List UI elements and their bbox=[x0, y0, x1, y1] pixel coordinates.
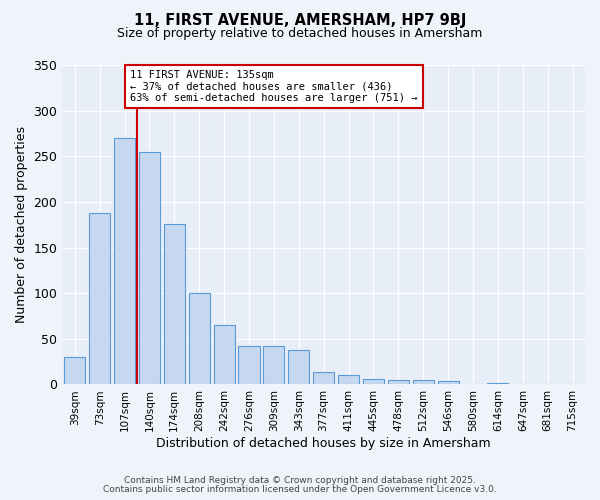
Bar bbox=[388, 380, 409, 384]
Text: Size of property relative to detached houses in Amersham: Size of property relative to detached ho… bbox=[118, 28, 482, 40]
Bar bbox=[413, 380, 434, 384]
Bar bbox=[437, 381, 458, 384]
Bar bbox=[288, 350, 310, 384]
Bar bbox=[164, 224, 185, 384]
Bar bbox=[214, 325, 235, 384]
Bar bbox=[139, 152, 160, 384]
Y-axis label: Number of detached properties: Number of detached properties bbox=[15, 126, 28, 323]
Bar bbox=[64, 357, 85, 384]
Bar bbox=[238, 346, 260, 385]
Text: 11, FIRST AVENUE, AMERSHAM, HP7 9BJ: 11, FIRST AVENUE, AMERSHAM, HP7 9BJ bbox=[134, 12, 466, 28]
Text: Contains public sector information licensed under the Open Government Licence v3: Contains public sector information licen… bbox=[103, 485, 497, 494]
Bar bbox=[263, 346, 284, 385]
Text: 11 FIRST AVENUE: 135sqm
← 37% of detached houses are smaller (436)
63% of semi-d: 11 FIRST AVENUE: 135sqm ← 37% of detache… bbox=[130, 70, 418, 103]
X-axis label: Distribution of detached houses by size in Amersham: Distribution of detached houses by size … bbox=[157, 437, 491, 450]
Bar bbox=[114, 138, 135, 384]
Text: Contains HM Land Registry data © Crown copyright and database right 2025.: Contains HM Land Registry data © Crown c… bbox=[124, 476, 476, 485]
Bar bbox=[89, 213, 110, 384]
Bar bbox=[487, 382, 508, 384]
Bar bbox=[363, 379, 384, 384]
Bar bbox=[188, 293, 210, 384]
Bar bbox=[313, 372, 334, 384]
Bar bbox=[338, 376, 359, 384]
